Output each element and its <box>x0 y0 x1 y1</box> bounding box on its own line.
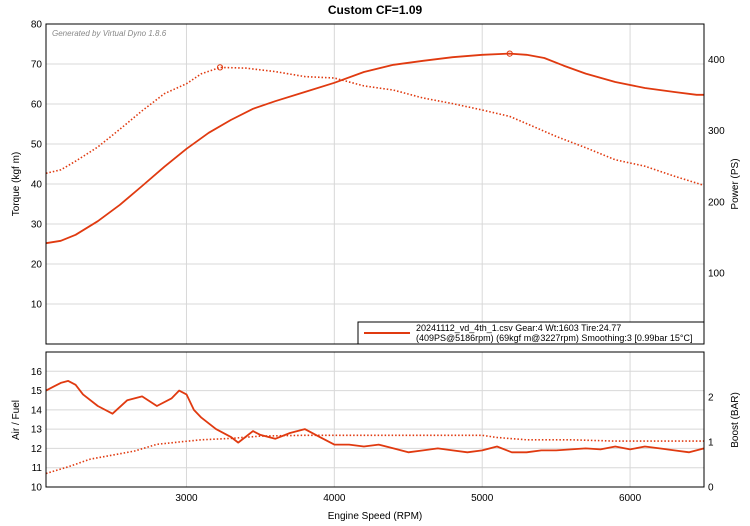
lower-plot-frame <box>45 351 705 488</box>
upper-left-tick-label: 30 <box>31 220 43 231</box>
upper-left-tick-label: 50 <box>31 140 43 151</box>
lower-left-tick-label: 10 <box>31 483 43 494</box>
chart-title: Custom CF=1.09 <box>328 3 423 17</box>
x-tick-label: 3000 <box>175 493 198 504</box>
x-tick-label: 6000 <box>619 493 642 504</box>
lower-series-solid-line <box>45 379 705 454</box>
lower-right-tick-label: 0 <box>708 483 714 494</box>
lower-left-tick-label: 16 <box>31 367 43 378</box>
upper-right-tick-label: 100 <box>708 268 725 279</box>
upper-left-tick-label: 80 <box>31 20 43 31</box>
airfuel-axis-label: Air / Fuel <box>11 400 22 440</box>
upper-left-tick-label: 60 <box>31 100 43 111</box>
upper-left-tick-label: 20 <box>31 260 43 271</box>
upper-series-solid-line <box>45 52 704 245</box>
upper-left-tick-label: 40 <box>31 180 43 191</box>
legend: 20241112_vd_4th_1.csv Gear:4 Wt:1603 Tir… <box>357 321 705 345</box>
boost-axis-label: Boost (BAR) <box>730 392 741 448</box>
lower-series-dotted-line <box>45 434 704 475</box>
upper-panel: 10 20 30 40 50 60 70 80 100 200 300 400 Generated b… <box>11 20 741 345</box>
upper-right-tick-label: 200 <box>708 197 725 208</box>
lower-left-tick-label: 12 <box>31 444 43 455</box>
upper-right-tick-label: 300 <box>708 126 725 137</box>
upper-peak-marker <box>216 64 224 71</box>
upper-left-tick-label: 10 <box>31 300 43 311</box>
lower-left-tick-label: 15 <box>31 386 43 397</box>
legend-line-1: 20241112_vd_4th_1.csv Gear:4 Wt:1603 Tir… <box>416 323 621 333</box>
lower-series <box>45 379 705 475</box>
watermark: Generated by Virtual Dyno 1.8.6 <box>52 29 167 38</box>
torque-axis-label: Torque (kgf m) <box>11 152 22 216</box>
x-tick-label: 4000 <box>323 493 346 504</box>
lower-left-tick-label: 14 <box>31 405 43 416</box>
legend-line-2: (409PS@5186rpm) (69kgf m@3227rpm) Smooth… <box>416 333 693 343</box>
lower-grid <box>46 352 704 488</box>
upper-right-tick-label: 400 <box>708 55 725 66</box>
upper-series <box>45 50 705 245</box>
upper-left-tick-label: 70 <box>31 60 43 71</box>
power-axis-label: Power (PS) <box>730 158 741 209</box>
legend-box <box>357 321 705 345</box>
lower-right-tick-label: 2 <box>708 393 714 404</box>
lower-right-tick-label: 1 <box>708 438 714 449</box>
x-axis-label: Engine Speed (RPM) <box>328 511 423 522</box>
upper-ticks: 10 20 30 40 50 60 70 80 100 200 300 400 <box>31 20 725 311</box>
lower-left-tick-label: 13 <box>31 425 43 436</box>
x-tick-label: 5000 <box>471 493 494 504</box>
lower-left-tick-label: 11 <box>32 463 43 474</box>
upper-peak-marker <box>506 50 513 57</box>
upper-series-dotted-line <box>45 66 705 187</box>
